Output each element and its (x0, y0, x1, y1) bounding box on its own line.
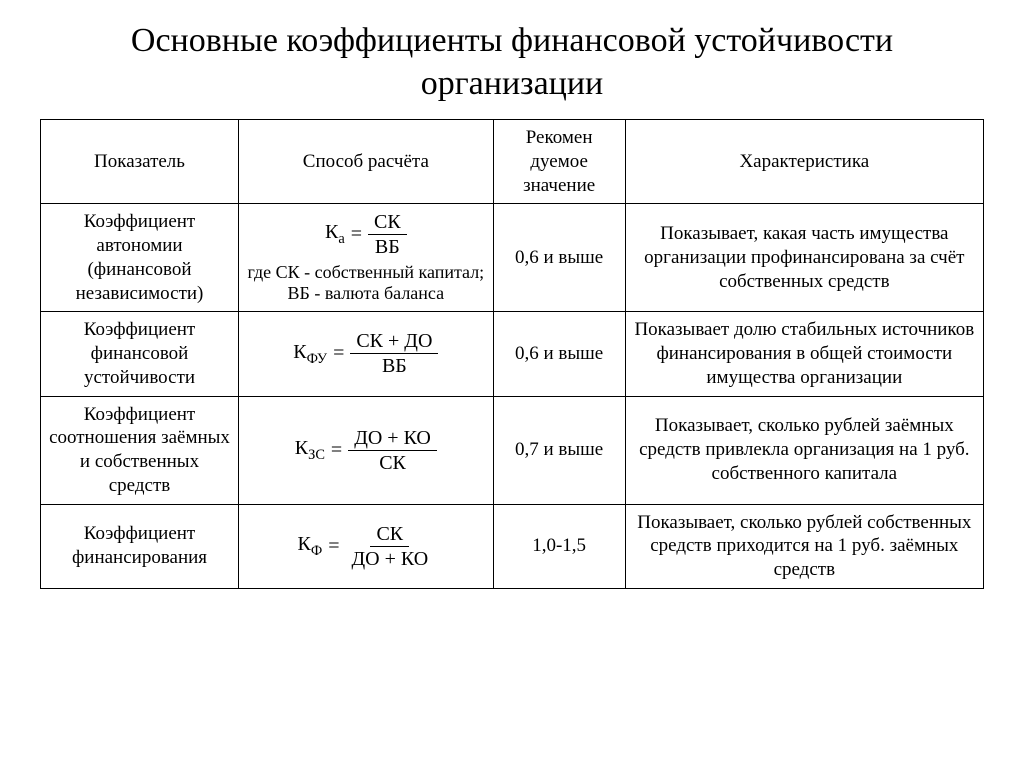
table-row: Коэффициент финансовой устойчивости КФУ=С… (41, 312, 984, 396)
cell-indicator: Коэффициент соотношения заёмных и собств… (41, 396, 239, 504)
formula-lhs: Ка (325, 220, 345, 248)
cell-recommended: 0,6 и выше (493, 204, 625, 312)
fraction-numerator: ДО + КО (348, 427, 437, 451)
cell-formula: Ка=СКВБгде СК - собственный капитал; ВБ … (239, 204, 494, 312)
fraction-denominator: ДО + КО (345, 547, 434, 570)
cell-indicator: Коэффициент финансирования (41, 504, 239, 588)
formula-lhs: КФУ (293, 340, 327, 368)
table-row: Коэффициент соотношения заёмных и собств… (41, 396, 984, 504)
col-header-recommended: Рекомен дуемое значение (493, 120, 625, 204)
equals-sign: = (333, 341, 344, 366)
cell-recommended: 0,7 и выше (493, 396, 625, 504)
page-title: Основные коэффициенты финансовой устойчи… (40, 20, 984, 105)
formula: Ка=СКВБ (325, 211, 407, 258)
cell-formula: КФУ=СК + ДОВБ (239, 312, 494, 396)
fraction-denominator: ВБ (376, 354, 413, 377)
table-row: Коэффициент автономии (финансовой незави… (41, 204, 984, 312)
coefficients-table: Показатель Способ расчёта Рекомен дуемое… (40, 119, 984, 589)
formula-note: где СК - собственный капитал; ВБ - валют… (247, 262, 485, 305)
formula-fraction: СК + ДОВБ (350, 330, 438, 377)
formula-fraction: ДО + КОСК (348, 427, 437, 474)
cell-recommended: 1,0-1,5 (493, 504, 625, 588)
table-header-row: Показатель Способ расчёта Рекомен дуемое… (41, 120, 984, 204)
fraction-numerator: СК + ДО (350, 330, 438, 354)
cell-indicator: Коэффициент автономии (финансовой незави… (41, 204, 239, 312)
formula-fraction: СКВБ (368, 211, 407, 258)
equals-sign: = (328, 534, 339, 559)
formula-lhs: КЗС (295, 436, 325, 464)
fraction-numerator: СК (368, 211, 407, 235)
col-header-method: Способ расчёта (239, 120, 494, 204)
cell-description: Показывает, сколько рублей собственных с… (625, 504, 983, 588)
cell-formula: КЗС=ДО + КОСК (239, 396, 494, 504)
formula: КФ=СКДО + КО (297, 523, 434, 570)
cell-description: Показывает долю стабильных источников фи… (625, 312, 983, 396)
table-row: Коэффициент финансированияКФ=СКДО + КО1,… (41, 504, 984, 588)
fraction-denominator: ВБ (369, 235, 406, 258)
cell-recommended: 0,6 и выше (493, 312, 625, 396)
cell-description: Показывает, сколько рублей заёмных средс… (625, 396, 983, 504)
cell-description: Показывает, какая часть имущества органи… (625, 204, 983, 312)
formula-lhs: КФ (297, 532, 322, 560)
fraction-denominator: СК (373, 451, 412, 474)
equals-sign: = (351, 222, 362, 247)
formula: КЗС=ДО + КОСК (295, 427, 437, 474)
formula: КФУ=СК + ДОВБ (293, 330, 438, 377)
cell-formula: КФ=СКДО + КО (239, 504, 494, 588)
cell-indicator: Коэффициент финансовой устойчивости (41, 312, 239, 396)
equals-sign: = (331, 438, 342, 463)
col-header-description: Характеристика (625, 120, 983, 204)
formula-fraction: СКДО + КО (345, 523, 434, 570)
fraction-numerator: СК (370, 523, 409, 547)
col-header-indicator: Показатель (41, 120, 239, 204)
